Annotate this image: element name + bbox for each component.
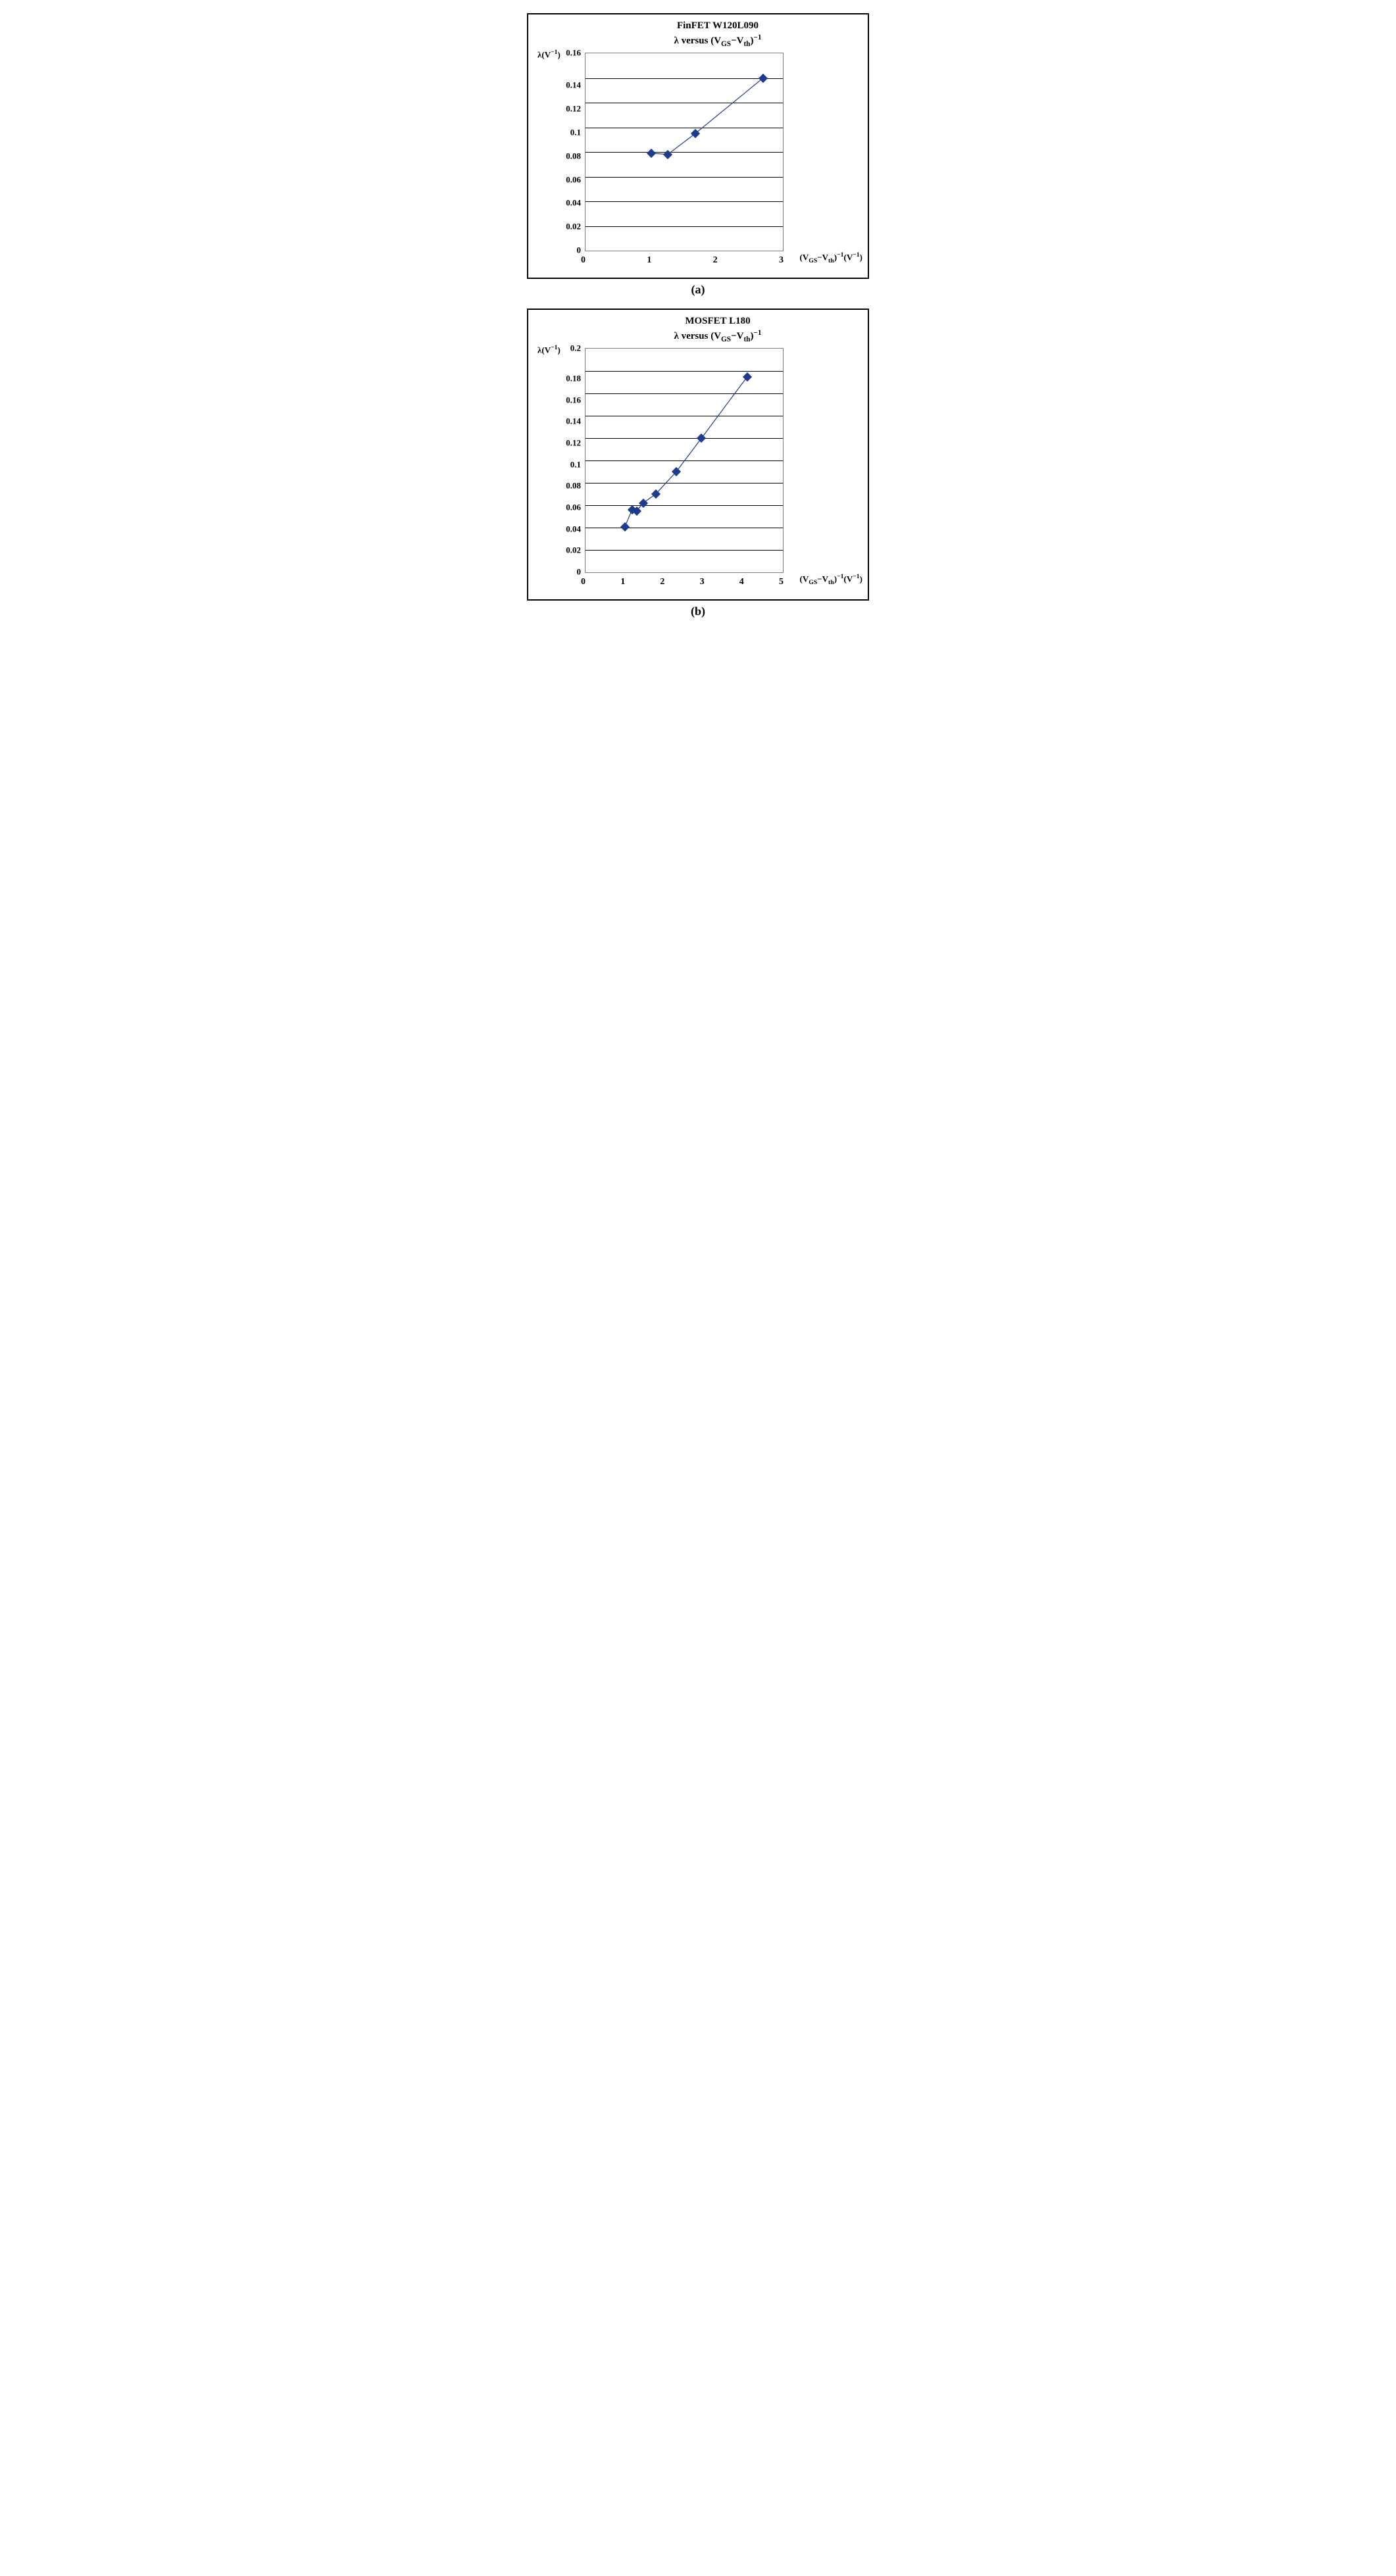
xtick-label: 1 — [620, 577, 625, 587]
ytick-label: 0.14 — [566, 417, 581, 426]
chart-b-ylabel: λ(V−1) — [537, 344, 561, 355]
ytick-label: 0 — [577, 246, 582, 255]
xtick-label: 2 — [713, 255, 718, 266]
xtick-label: 0 — [581, 577, 586, 587]
ytick-label: 0.18 — [566, 374, 581, 382]
chart-b-caption: (b) — [527, 605, 869, 618]
ytick-label: 0.04 — [566, 524, 581, 533]
chart-b-plot-area — [585, 348, 784, 573]
chart-a-title: FinFET W120L090 λ versus (VGS−Vth)−1 — [573, 20, 862, 49]
chart-a-yticks: 0.160.140.120.10.080.060.040.020 — [534, 53, 585, 250]
xtick-label: 3 — [779, 255, 784, 266]
ytick-label: 0.2 — [570, 344, 581, 353]
ytick-label: 0.16 — [566, 49, 581, 57]
chart-a-xlabel: (VGS−Vth)−1(V−1) — [800, 251, 862, 264]
ytick-label: 0.06 — [566, 175, 581, 184]
ytick-label: 0.16 — [566, 395, 581, 404]
xtick-label: 2 — [660, 577, 664, 587]
chart-b-yticks: 0.20.180.160.140.120.10.080.060.040.020 — [534, 348, 585, 572]
chart-a-ylabel: λ(V−1) — [537, 49, 561, 60]
ytick-label: 0.06 — [566, 503, 581, 512]
xtick-label: 5 — [779, 577, 784, 587]
figure-wrapper: λ(V−1) FinFET W120L090 λ versus (VGS−Vth… — [527, 13, 869, 618]
ytick-label: 0.02 — [566, 222, 581, 231]
chart-a-container: λ(V−1) FinFET W120L090 λ versus (VGS−Vth… — [527, 13, 869, 279]
chart-b-container: λ(V−1) MOSFET L180 λ versus (VGS−Vth)−1 … — [527, 309, 869, 601]
chart-a-caption: (a) — [527, 283, 869, 297]
ytick-label: 0.1 — [570, 128, 581, 136]
ytick-label: 0.08 — [566, 482, 581, 490]
ytick-label: 0 — [577, 568, 582, 576]
ytick-label: 0.02 — [566, 546, 581, 555]
xtick-label: 3 — [700, 577, 705, 587]
ytick-label: 0.12 — [566, 439, 581, 447]
chart-b-title-line1: MOSFET L180 — [573, 315, 862, 328]
chart-a-title-line1: FinFET W120L090 — [573, 20, 862, 33]
chart-b-xticks: 0 1 2 3 4 5 — [581, 577, 784, 587]
xtick-label: 4 — [739, 577, 744, 587]
chart-a-title-line2: λ versus (VGS−Vth)−1 — [573, 33, 862, 49]
chart-b-line — [586, 349, 783, 572]
ytick-label: 0.14 — [566, 81, 581, 89]
chart-b-title: MOSFET L180 λ versus (VGS−Vth)−1 — [573, 315, 862, 344]
chart-b-xlabel: (VGS−Vth)−1(V−1) — [800, 573, 862, 586]
ytick-label: 0.04 — [566, 199, 581, 207]
ytick-label: 0.1 — [570, 460, 581, 468]
xtick-label: 1 — [647, 255, 651, 266]
chart-b-title-line2: λ versus (VGS−Vth)−1 — [573, 328, 862, 345]
xtick-label: 0 — [581, 255, 586, 266]
ytick-label: 0.08 — [566, 151, 581, 160]
ytick-label: 0.12 — [566, 104, 581, 112]
chart-a-plot-area — [585, 53, 784, 251]
chart-a-xticks: 0 1 2 3 — [581, 255, 784, 266]
chart-a-line — [586, 53, 783, 251]
